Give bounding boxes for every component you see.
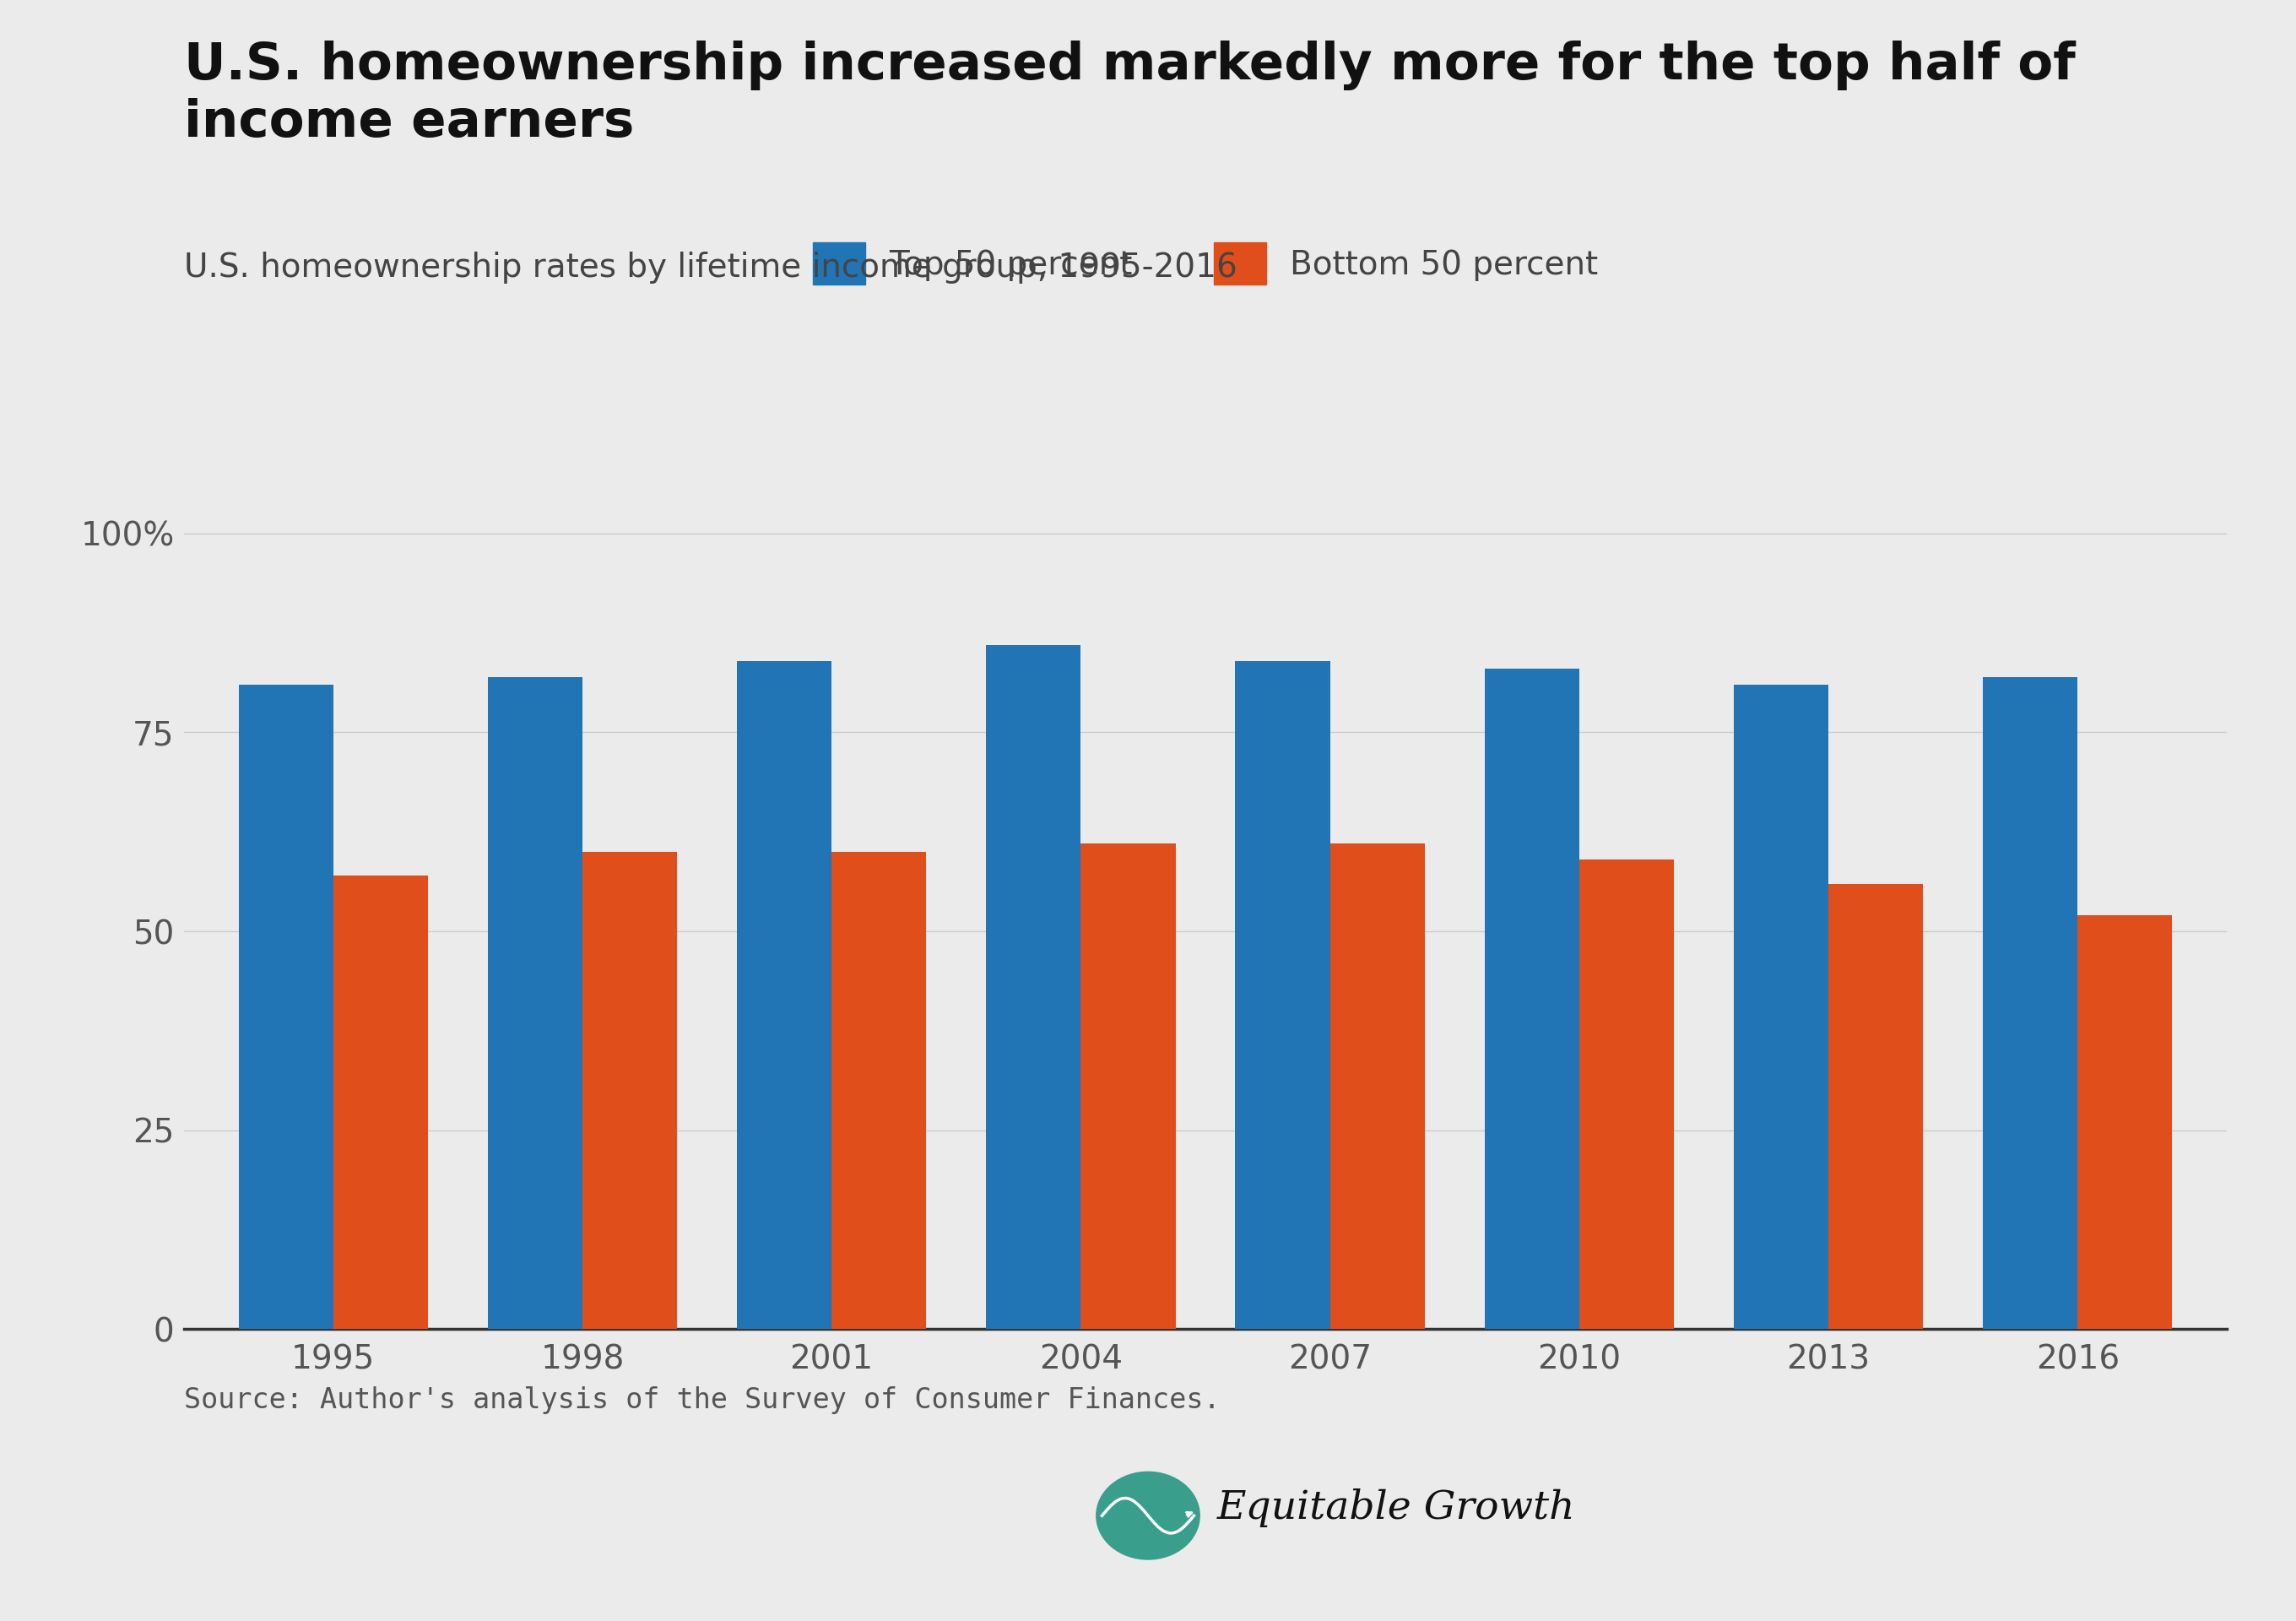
- Bar: [239, 684, 333, 1329]
- Bar: [2078, 916, 2172, 1329]
- Text: Equitable Growth: Equitable Growth: [1217, 1488, 1575, 1527]
- Text: U.S. homeownership increased markedly more for the top half of
income earners: U.S. homeownership increased markedly mo…: [184, 41, 2076, 148]
- Circle shape: [1097, 1472, 1199, 1559]
- Bar: [333, 875, 427, 1329]
- Bar: [1235, 661, 1329, 1329]
- Bar: [1486, 669, 1580, 1329]
- Text: Source: Author's analysis of the Survey of Consumer Finances.: Source: Author's analysis of the Survey …: [184, 1386, 1219, 1414]
- Bar: [1580, 859, 1674, 1329]
- Bar: [831, 851, 925, 1329]
- Bar: [1081, 845, 1176, 1329]
- Bar: [985, 645, 1081, 1329]
- Bar: [1733, 684, 1828, 1329]
- Text: U.S. homeownership rates by lifetime income group, 1995-2016: U.S. homeownership rates by lifetime inc…: [184, 251, 1238, 284]
- Bar: [1329, 845, 1426, 1329]
- Bar: [487, 676, 583, 1329]
- Bar: [737, 661, 831, 1329]
- Legend: Top 50 percent, Bottom 50 percent: Top 50 percent, Bottom 50 percent: [813, 243, 1598, 285]
- Bar: [1984, 676, 2078, 1329]
- Bar: [1828, 883, 1924, 1329]
- Bar: [583, 851, 677, 1329]
